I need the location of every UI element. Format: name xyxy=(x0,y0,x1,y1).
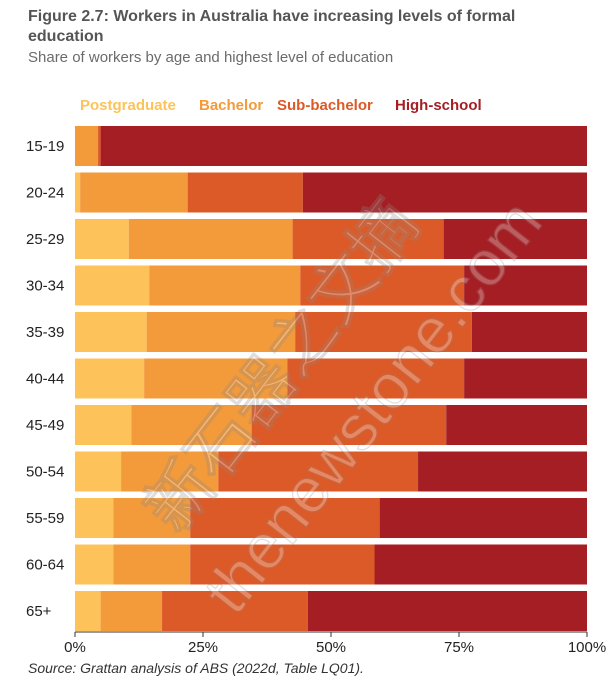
bar-segment xyxy=(75,358,145,399)
bar-segment xyxy=(374,544,587,585)
source-note: Source: Grattan analysis of ABS (2022d, … xyxy=(28,660,364,676)
bar-segment xyxy=(128,219,293,259)
bar-segment xyxy=(75,265,150,306)
y-tick-label: 35-39 xyxy=(26,324,64,341)
bar-segment xyxy=(75,544,114,585)
chart-title: Figure 2.7: Workers in Australia have in… xyxy=(28,8,516,45)
bar-segment xyxy=(218,451,419,492)
bar-segment xyxy=(75,219,129,259)
bar-segment xyxy=(302,172,587,213)
bar-segment xyxy=(443,219,587,259)
bar-segment xyxy=(379,498,587,538)
bar-segment xyxy=(144,358,288,399)
bar-segment xyxy=(121,451,219,492)
y-tick-label: 55-59 xyxy=(26,510,64,527)
bar-segment xyxy=(75,126,99,166)
legend-item-high-school: High-school xyxy=(395,97,482,114)
bar-segment xyxy=(131,405,252,445)
y-axis-labels: 15-19 20-24 25-29 30-34 35-39 40-44 45-49 50-54… xyxy=(26,138,64,620)
bar-segment xyxy=(100,126,587,166)
y-tick-label: 65+ xyxy=(26,603,52,620)
bar-segment xyxy=(190,544,375,585)
bar-segment xyxy=(98,126,101,166)
y-tick-label: 60-64 xyxy=(26,557,64,574)
legend-item-postgraduate: Postgraduate xyxy=(80,97,176,114)
x-tick-label: 25% xyxy=(188,639,218,656)
bar-segment xyxy=(75,451,122,492)
bar-segment xyxy=(446,405,587,445)
bar-segment xyxy=(75,591,101,631)
bar-segment xyxy=(287,358,465,399)
y-tick-label: 45-49 xyxy=(26,417,64,434)
bar-segment xyxy=(113,498,191,538)
bar-segment xyxy=(100,591,163,631)
bar-segment xyxy=(300,265,465,306)
legend-item-sub-bachelor: Sub-bachelor xyxy=(277,97,373,114)
bar-segment xyxy=(75,498,114,538)
x-tick-label: 50% xyxy=(316,639,346,656)
x-tick-label: 100% xyxy=(568,639,606,656)
x-tick-label: 75% xyxy=(444,639,474,656)
bar-segment xyxy=(80,172,188,213)
bar-segment xyxy=(190,498,380,538)
y-tick-label: 20-24 xyxy=(26,185,64,202)
bar-segment xyxy=(464,358,587,399)
bar-segment xyxy=(75,312,147,352)
y-tick-label: 25-29 xyxy=(26,231,64,248)
bar-segment xyxy=(251,405,447,445)
x-axis: 0% 25% 50% 75% 100% xyxy=(64,631,606,656)
bar-segment xyxy=(292,219,444,259)
x-tick-label: 0% xyxy=(64,639,86,656)
chart-subtitle: Share of workers by age and highest leve… xyxy=(28,49,394,66)
legend-item-bachelor: Bachelor xyxy=(199,97,263,114)
bar-segment xyxy=(113,544,191,585)
bar-segment xyxy=(471,312,587,352)
bar-segment xyxy=(162,591,308,631)
bar-segment xyxy=(149,265,301,306)
bar-segment xyxy=(75,172,81,213)
bar-segment xyxy=(146,312,296,352)
y-tick-label: 50-54 xyxy=(26,464,64,481)
bar-segment xyxy=(187,172,303,213)
y-tick-label: 30-34 xyxy=(26,278,64,295)
bar-segment xyxy=(295,312,472,352)
bars xyxy=(75,126,587,631)
y-tick-label: 40-44 xyxy=(26,371,64,388)
bar-segment xyxy=(418,451,587,492)
bar-segment xyxy=(75,405,132,445)
y-tick-label: 15-19 xyxy=(26,138,64,155)
bar-segment xyxy=(307,591,587,631)
legend: Postgraduate Bachelor Sub-bachelor High-sch… xyxy=(80,97,482,114)
bar-segment xyxy=(464,265,587,306)
